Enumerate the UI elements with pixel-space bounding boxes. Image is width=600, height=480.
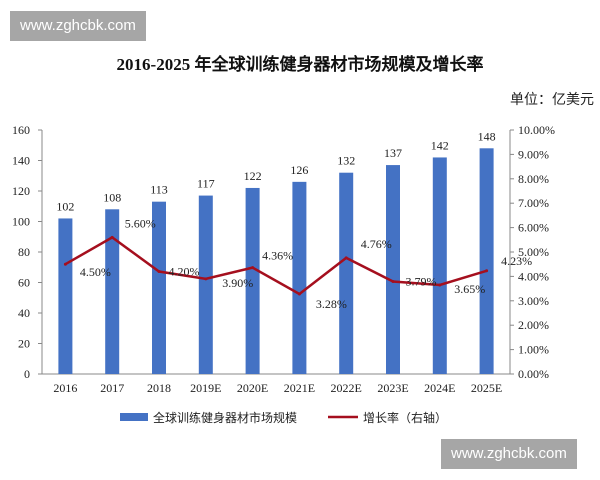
right-tick-label: 8.00% (518, 172, 549, 186)
bar (479, 148, 494, 374)
left-tick-label: 20 (18, 337, 30, 351)
bar-value-label: 142 (431, 138, 449, 152)
growth-value-label: 3.28% (316, 297, 347, 311)
bar-value-label: 148 (478, 129, 496, 143)
left-tick-label: 40 (18, 306, 30, 320)
bar (432, 157, 447, 374)
bar (58, 218, 73, 374)
growth-point (251, 266, 255, 270)
bar-value-label: 108 (103, 190, 121, 204)
growth-value-label: 4.20% (169, 265, 200, 279)
growth-line (64, 235, 487, 296)
bar-value-label: 122 (244, 169, 262, 183)
bar (245, 187, 260, 374)
x-tick-label: 2025E (471, 381, 502, 395)
right-tick-label: 2.00% (518, 318, 549, 332)
right-tick-label: 0.00% (518, 367, 549, 381)
bar (152, 201, 166, 374)
left-tick-label: 60 (18, 276, 30, 290)
left-tick-label: 160 (12, 123, 30, 137)
growth-value-label: 4.76% (361, 237, 392, 251)
growth-value-label: 3.90% (222, 276, 253, 290)
right-tick-label: 9.00% (518, 147, 549, 161)
growth-point (110, 235, 114, 239)
growth-value-label: 3.65% (454, 282, 485, 296)
right-tick-label: 3.00% (518, 294, 549, 308)
bar (198, 195, 213, 374)
growth-point (297, 292, 301, 296)
bar-value-label: 117 (197, 177, 215, 191)
watermark-bottom: www.zghcbk.com (441, 439, 577, 469)
growth-point (391, 280, 395, 284)
bar (339, 172, 354, 374)
growth-value-label: 4.23% (501, 254, 532, 268)
bar-value-label: 113 (150, 183, 168, 197)
x-tick-label: 2019E (190, 381, 221, 395)
growth-point (157, 270, 161, 274)
x-tick-label: 2017 (100, 381, 124, 395)
growth-value-label: 4.50% (80, 265, 111, 279)
x-tick-label: 2024E (424, 381, 455, 395)
chart-title: 2016-2025 年全球训练健身器材市场规模及增长率 (116, 55, 484, 74)
bar-value-label: 132 (337, 154, 355, 168)
growth-point (438, 283, 442, 287)
watermark-top: www.zghcbk.com (10, 11, 146, 41)
growth-value-label: 4.36% (262, 249, 293, 263)
growth-point (344, 256, 348, 260)
left-tick-label: 140 (12, 154, 30, 168)
x-tick-label: 2022E (331, 381, 362, 395)
left-tick-label: 120 (12, 184, 30, 198)
bar (292, 181, 307, 374)
right-tick-label: 10.00% (518, 123, 555, 137)
bar-value-label: 126 (290, 163, 308, 177)
x-tick-label: 2021E (284, 381, 315, 395)
bar-value-label: 102 (56, 199, 74, 213)
bar-value-label: 137 (384, 146, 402, 160)
x-tick-label: 2020E (237, 381, 268, 395)
growth-point (63, 262, 67, 266)
x-tick-label: 2018 (147, 381, 171, 395)
right-tick-label: 5.00% (518, 245, 549, 259)
bar (105, 209, 120, 374)
legend-line-label: 增长率（右轴） (363, 410, 447, 425)
x-tick-label: 2016 (53, 381, 77, 395)
x-tick-label: 2023E (377, 381, 408, 395)
growth-point (485, 269, 489, 273)
growth-value-label: 3.79% (406, 275, 437, 289)
bar (386, 165, 400, 374)
left-tick-label: 0 (24, 367, 30, 381)
left-tick-label: 100 (12, 215, 30, 229)
right-tick-label: 7.00% (518, 196, 549, 210)
legend-bar-swatch (120, 413, 148, 421)
right-tick-label: 1.00% (518, 343, 549, 357)
legend-bar-label: 全球训练健身器材市场规模 (153, 410, 297, 425)
unit-label: 单位：亿美元 (510, 93, 594, 108)
right-tick-label: 6.00% (518, 221, 549, 235)
left-tick-label: 80 (18, 245, 30, 259)
growth-value-label: 5.60% (125, 216, 156, 230)
right-tick-label: 4.00% (518, 269, 549, 283)
growth-point (204, 277, 208, 281)
